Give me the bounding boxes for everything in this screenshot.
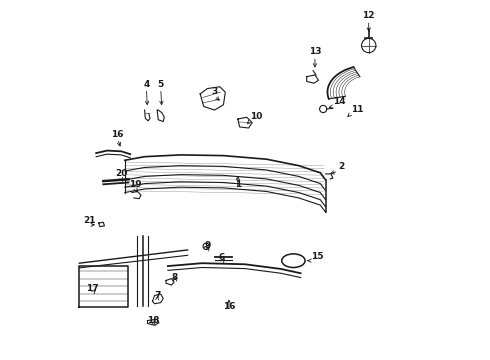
Text: 14: 14	[333, 98, 345, 107]
Text: 8: 8	[172, 273, 178, 282]
Text: 10: 10	[250, 112, 263, 121]
Text: 21: 21	[83, 216, 95, 225]
Text: 16: 16	[111, 130, 124, 139]
Text: 3: 3	[211, 87, 218, 96]
Text: 16: 16	[222, 302, 235, 311]
Text: 9: 9	[204, 241, 211, 250]
Text: 15: 15	[311, 252, 324, 261]
Text: 6: 6	[219, 253, 225, 262]
Text: 12: 12	[363, 12, 375, 21]
Text: 1: 1	[235, 180, 241, 189]
Text: 7: 7	[154, 291, 160, 300]
Text: 19: 19	[129, 180, 142, 189]
Text: 5: 5	[158, 80, 164, 89]
Text: 11: 11	[351, 105, 363, 114]
Text: 18: 18	[147, 316, 160, 325]
Text: 13: 13	[309, 47, 321, 56]
Text: 2: 2	[338, 162, 344, 171]
Text: 17: 17	[86, 284, 99, 293]
Text: 20: 20	[115, 169, 127, 178]
Text: 4: 4	[143, 80, 149, 89]
